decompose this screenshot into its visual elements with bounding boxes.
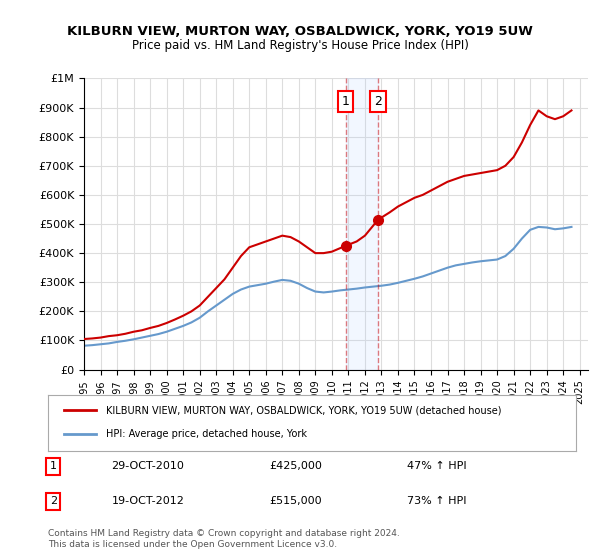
Text: 2: 2 (374, 95, 382, 108)
Text: 2: 2 (50, 496, 57, 506)
Text: HPI: Average price, detached house, York: HPI: Average price, detached house, York (106, 429, 307, 439)
Text: 1: 1 (50, 461, 57, 471)
Text: £515,000: £515,000 (270, 496, 322, 506)
Text: 1: 1 (341, 95, 350, 108)
Text: 29-OCT-2010: 29-OCT-2010 (112, 461, 184, 471)
Bar (346, 78, 378, 370)
Text: KILBURN VIEW, MURTON WAY, OSBALDWICK, YORK, YO19 5UW: KILBURN VIEW, MURTON WAY, OSBALDWICK, YO… (67, 25, 533, 38)
Text: £425,000: £425,000 (270, 461, 323, 471)
Text: Price paid vs. HM Land Registry's House Price Index (HPI): Price paid vs. HM Land Registry's House … (131, 39, 469, 52)
Text: 73% ↑ HPI: 73% ↑ HPI (407, 496, 467, 506)
Text: 19-OCT-2012: 19-OCT-2012 (112, 496, 184, 506)
Text: Contains HM Land Registry data © Crown copyright and database right 2024.
This d: Contains HM Land Registry data © Crown c… (48, 529, 400, 549)
Text: KILBURN VIEW, MURTON WAY, OSBALDWICK, YORK, YO19 5UW (detached house): KILBURN VIEW, MURTON WAY, OSBALDWICK, YO… (106, 405, 502, 416)
Text: 47% ↑ HPI: 47% ↑ HPI (407, 461, 467, 471)
